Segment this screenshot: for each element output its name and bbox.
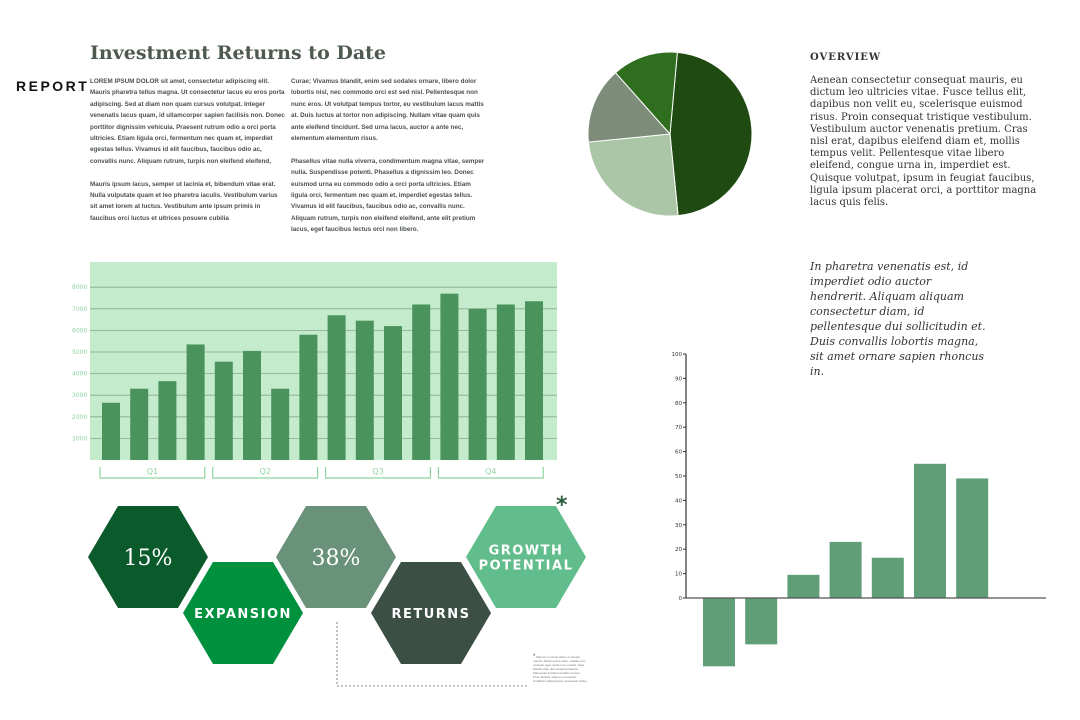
bar bbox=[871, 557, 904, 598]
overview-text: Aenean consectetur consequat mauris, eu … bbox=[810, 75, 1037, 209]
group-label: Q2 bbox=[260, 467, 271, 476]
y-tick-label: 3000 bbox=[72, 392, 87, 399]
bar bbox=[745, 598, 778, 645]
group-label: Q1 bbox=[147, 467, 158, 476]
section-label: REPORT bbox=[16, 78, 90, 94]
bar bbox=[468, 308, 487, 460]
group-bracket bbox=[99, 467, 206, 479]
y-tick-label: 40 bbox=[675, 498, 682, 504]
pie-slice bbox=[587, 133, 679, 217]
body-column-1: LOREM IPSUM DOLOR sit amet, consectetur … bbox=[90, 76, 285, 236]
y-tick-label: 100 bbox=[672, 352, 683, 358]
pie-slice bbox=[587, 72, 672, 143]
bar bbox=[412, 304, 431, 460]
hexagon bbox=[183, 562, 303, 664]
pull-quote: In pharetra venenatis est, id imperdiet … bbox=[810, 260, 986, 378]
paragraph: Mauris ipsum lacus, semper ut lacinia et… bbox=[90, 180, 278, 222]
body-column-2: Curae; Vivamus blandit, enim sed sodales… bbox=[291, 76, 486, 247]
bar bbox=[214, 361, 233, 460]
paragraph: Phasellus vitae nulla viverra, condiment… bbox=[291, 157, 485, 234]
bar bbox=[703, 598, 735, 667]
paragraph: Curae; Vivamus blandit, enim sed sodales… bbox=[291, 78, 484, 143]
pie-slice bbox=[669, 51, 753, 217]
y-tick-label: 90 bbox=[675, 376, 682, 382]
bar bbox=[243, 350, 261, 460]
group-label: Q3 bbox=[372, 467, 383, 476]
group-bracket bbox=[437, 467, 544, 479]
page-title: Investment Returns to Date bbox=[90, 42, 387, 64]
footnote: * Mauris in cursus tellus, ut tempor mau… bbox=[533, 654, 588, 683]
bar bbox=[186, 344, 205, 460]
bar bbox=[384, 326, 402, 460]
bar bbox=[130, 388, 149, 460]
y-tick-label: 1000 bbox=[72, 435, 87, 442]
bar bbox=[956, 478, 989, 598]
hexagon-value: 38% bbox=[312, 546, 361, 571]
y-tick-label: 2000 bbox=[72, 414, 87, 421]
y-tick-label: 5000 bbox=[72, 349, 87, 356]
y-tick-label: 50 bbox=[675, 474, 682, 480]
bar bbox=[327, 315, 346, 460]
y-tick-label: 20 bbox=[675, 547, 682, 553]
y-tick-label: 60 bbox=[675, 450, 682, 456]
y-tick-label: 8000 bbox=[72, 284, 87, 291]
bar bbox=[355, 320, 374, 460]
bar bbox=[102, 402, 120, 460]
group-bracket bbox=[325, 467, 431, 479]
hexagon-label: POTENTIAL bbox=[479, 559, 574, 574]
hexagon bbox=[88, 506, 208, 608]
hexagon bbox=[276, 506, 396, 608]
group-bracket bbox=[212, 467, 319, 479]
bar bbox=[496, 304, 515, 460]
y-tick-label: 30 bbox=[675, 523, 682, 529]
y-tick-label: 7000 bbox=[72, 306, 87, 313]
y-tick-label: 6000 bbox=[72, 327, 87, 334]
bar bbox=[299, 334, 318, 460]
bar bbox=[158, 381, 177, 460]
bar bbox=[525, 301, 543, 460]
bar bbox=[787, 574, 820, 598]
footnote-text: Mauris in cursus tellus, ut tempor mauri… bbox=[533, 655, 588, 683]
group-label: Q4 bbox=[485, 467, 496, 476]
hexagon-label: GROWTH bbox=[489, 544, 564, 559]
bar bbox=[440, 293, 459, 460]
bar bbox=[829, 541, 862, 598]
bar bbox=[271, 388, 290, 460]
hexagon-label: EXPANSION bbox=[194, 607, 292, 622]
overview-heading: OVERVIEW bbox=[810, 52, 882, 63]
y-tick-label: 0 bbox=[679, 596, 683, 602]
y-tick-label: 70 bbox=[675, 425, 682, 431]
dashed-leader-line bbox=[336, 622, 527, 687]
y-tick-label: 80 bbox=[675, 401, 682, 407]
hexagon-label: RETURNS bbox=[391, 607, 470, 622]
pie-slice bbox=[614, 51, 678, 136]
paragraph: LOREM IPSUM DOLOR sit amet, consectetur … bbox=[90, 78, 285, 165]
y-tick-label: 4000 bbox=[72, 371, 87, 378]
bar bbox=[914, 463, 946, 598]
hexagon bbox=[371, 562, 491, 664]
y-tick-label: 10 bbox=[675, 572, 682, 578]
asterisk-icon: * bbox=[556, 493, 568, 518]
hexagon bbox=[466, 506, 586, 608]
hexagon-value: 15% bbox=[124, 546, 173, 571]
